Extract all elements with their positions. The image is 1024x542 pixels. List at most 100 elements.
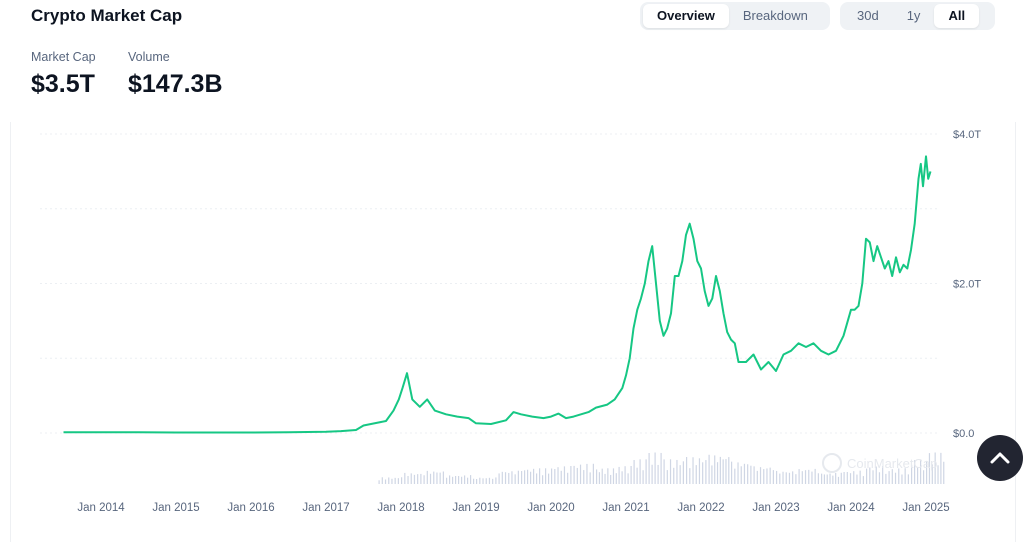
- volume-bar: [639, 459, 641, 484]
- card-border-left: [10, 122, 11, 542]
- market-cap-line: [63, 155, 932, 434]
- volume-bar: [872, 470, 874, 484]
- volume-bar: [835, 473, 837, 484]
- scroll-to-top-button[interactable]: [977, 435, 1023, 481]
- volume-bar: [669, 459, 672, 484]
- volume-bar: [856, 474, 858, 484]
- volume-bar: [840, 472, 842, 484]
- volume-bar: [743, 463, 746, 484]
- x-tick-label: Jan 2020: [527, 502, 574, 514]
- volume-bar: [934, 452, 936, 484]
- volume-bar: [682, 461, 684, 484]
- volume-bar: [417, 474, 419, 484]
- volume-bar: [937, 465, 939, 484]
- volume-bar: [404, 472, 406, 484]
- volume-bar: [598, 472, 601, 484]
- volume-bar: [633, 460, 635, 484]
- range-toggle: 30d 1y All: [840, 2, 995, 30]
- x-tick-label: Jan 2014: [77, 502, 125, 514]
- volume-bar: [533, 468, 535, 484]
- volume-bar: [545, 468, 547, 484]
- volume-bar: [530, 471, 532, 484]
- volume-bar: [410, 473, 412, 484]
- volume-bar: [442, 471, 444, 484]
- x-tick-label: Jan 2025: [902, 502, 949, 514]
- volume-bar: [891, 469, 893, 484]
- volume-bar: [776, 470, 778, 484]
- volume-bar: [654, 452, 656, 484]
- volume-bar: [429, 473, 432, 484]
- y-tick-label: $0.0: [953, 428, 974, 440]
- volume-bar: [498, 473, 500, 484]
- coinmarketcap-logo-icon: [822, 453, 842, 473]
- watermark-text: CoinMarketCap: [847, 456, 937, 471]
- volume-bar: [446, 477, 448, 484]
- volume-bar: [551, 468, 553, 484]
- volume-bar: [660, 452, 662, 484]
- volume-bar: [554, 469, 556, 484]
- volume-bar: [917, 467, 919, 484]
- x-axis-ticks: Jan 2014 Jan 2015 Jan 2016 Jan 2017 Jan 2018…: [77, 502, 949, 514]
- volume-bar: [708, 454, 710, 484]
- volume-bar: [869, 467, 871, 484]
- volume-bar: [750, 465, 752, 484]
- volume-bar: [624, 466, 626, 484]
- x-tick-label: Jan 2016: [227, 502, 274, 514]
- volume-bar: [763, 469, 765, 484]
- volume-bar: [731, 461, 733, 484]
- volume-bar: [539, 468, 541, 484]
- volume-bar: [514, 474, 516, 484]
- volume-bar: [397, 478, 399, 484]
- volume-bar: [423, 475, 425, 484]
- volume-bar: [645, 459, 647, 484]
- volume-bar: [615, 473, 617, 484]
- volume-bar: [401, 477, 403, 484]
- volume-bar: [511, 471, 513, 484]
- volume-bar: [769, 467, 771, 484]
- range-30d[interactable]: 30d: [857, 8, 879, 23]
- volume-bar: [798, 469, 800, 484]
- volume-bar: [853, 471, 855, 484]
- volume-label: Volume: [128, 50, 170, 64]
- volume-bar: [894, 472, 897, 484]
- volume-bar: [485, 478, 487, 484]
- range-all[interactable]: All: [934, 4, 980, 28]
- volume-bar: [479, 477, 481, 484]
- y-tick-label: $4.0T: [953, 129, 981, 141]
- volume-bar: [837, 476, 840, 484]
- range-1y[interactable]: 1y: [906, 8, 921, 23]
- volume-bar: [527, 469, 529, 484]
- volume-bar: [829, 473, 831, 484]
- volume-bar: [698, 458, 701, 484]
- volume-bar: [394, 477, 396, 484]
- volume-bar: [567, 472, 569, 484]
- volume-bar: [557, 467, 559, 484]
- tab-breakdown[interactable]: Breakdown: [742, 8, 808, 23]
- volume-bar: [570, 466, 572, 484]
- volume-bar: [579, 464, 582, 484]
- x-tick-label: Jan 2018: [377, 502, 424, 514]
- volume-bar: [576, 467, 578, 484]
- volume-bar: [596, 469, 598, 484]
- tab-overview[interactable]: Overview: [643, 4, 729, 28]
- volume-bar: [901, 474, 903, 484]
- market-cap-stat: Market Cap $3.5T: [31, 50, 96, 99]
- volume-bar: [714, 455, 716, 484]
- volume-bar: [378, 480, 380, 484]
- volume-bar: [904, 468, 906, 484]
- volume-bar: [464, 475, 466, 484]
- volume-bar: [666, 470, 668, 484]
- chevron-up-icon: [990, 452, 1010, 464]
- volume-bar: [636, 467, 638, 484]
- volume-bar: [560, 470, 562, 484]
- volume-bar: [911, 464, 913, 484]
- volume-bar: [779, 473, 781, 484]
- volume-bar: [621, 471, 623, 484]
- volume-bar: [536, 473, 538, 484]
- volume-bar: [482, 478, 484, 484]
- volume-bar: [407, 475, 409, 484]
- volume-bar: [686, 457, 688, 484]
- volume-bar: [563, 466, 566, 484]
- volume-bar: [657, 464, 659, 484]
